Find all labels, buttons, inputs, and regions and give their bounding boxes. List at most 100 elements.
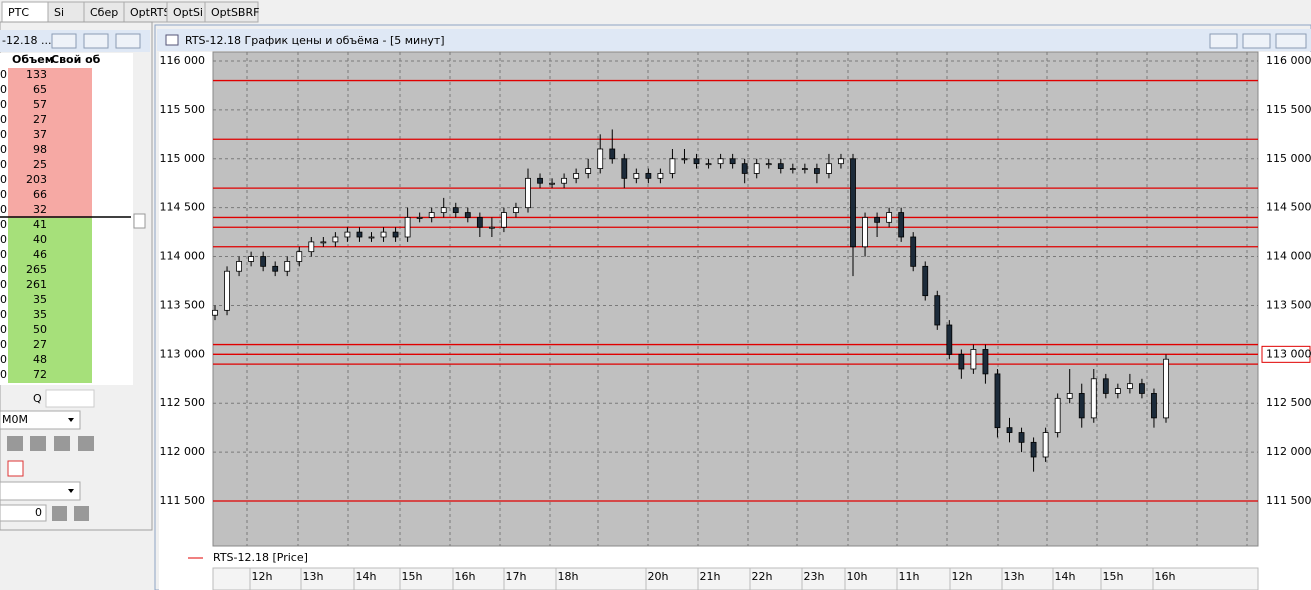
- volume: 133: [26, 68, 47, 81]
- candle-body: [1102, 378, 1109, 394]
- own-volume-cell: [52, 233, 92, 248]
- window-icon: [165, 34, 179, 46]
- own-volume-cell: [52, 323, 92, 338]
- y-tick-label-right: 111 500: [1266, 494, 1311, 507]
- quantity-input[interactable]: [0, 504, 47, 522]
- own-volume-cell: [52, 263, 92, 278]
- time-label: 12h: [252, 570, 273, 583]
- close-button[interactable]: [1275, 33, 1307, 49]
- candle-body: [1090, 378, 1097, 419]
- candle-body: [1066, 393, 1073, 399]
- volume: 35: [33, 308, 47, 321]
- time-label: 21h: [700, 570, 721, 583]
- y-tick-label: 113 500: [160, 298, 206, 311]
- volume-cell: [8, 128, 52, 143]
- scroll-thumb[interactable]: [133, 213, 146, 229]
- tab-label: Si: [54, 6, 64, 19]
- tool-button[interactable]: [7, 436, 23, 451]
- tab-label: OptSBRF: [211, 6, 259, 19]
- y-tick-label: 111 500: [160, 494, 206, 507]
- y-tick-label-right: 114 500: [1266, 201, 1311, 214]
- candle-body: [657, 173, 664, 179]
- candle-body: [368, 236, 375, 239]
- candle-body: [826, 163, 832, 174]
- price-fragment: 0: [0, 113, 7, 126]
- candle-body: [585, 168, 592, 174]
- y-tick-label-right: 112 000: [1266, 445, 1311, 458]
- volume: 37: [33, 128, 47, 141]
- own-volume-cell: [52, 143, 92, 158]
- maximize-button[interactable]: [1242, 33, 1271, 49]
- time-label: 10h: [847, 570, 868, 583]
- candle-body: [958, 353, 965, 370]
- candle-body: [1078, 393, 1085, 419]
- volume: 203: [26, 173, 47, 186]
- candle-body: [862, 217, 868, 248]
- candle-body: [874, 217, 880, 223]
- volume: 27: [33, 113, 47, 126]
- candle-body: [753, 163, 760, 174]
- minimize-button[interactable]: [51, 33, 77, 49]
- volume: 265: [26, 263, 47, 276]
- volume-cell: [8, 98, 52, 113]
- own-volume-cell: [52, 128, 92, 143]
- candle-body: [308, 241, 315, 253]
- candle-body: [922, 265, 929, 297]
- own-volume-cell: [52, 353, 92, 368]
- time-label: 13h: [303, 570, 324, 583]
- y-tick-label: 116 000: [160, 54, 206, 67]
- candle-body: [597, 148, 604, 169]
- minimize-button[interactable]: [1209, 33, 1238, 49]
- tab[interactable]: [204, 1, 259, 23]
- own-volume-cell: [52, 308, 92, 323]
- price-fragment: 0: [0, 188, 7, 201]
- price-fragment: 0: [0, 293, 7, 306]
- cancel-button[interactable]: [7, 460, 24, 477]
- y-tick-label-right: 114 000: [1266, 250, 1311, 263]
- dropdown-arrow: [68, 418, 74, 422]
- time-label: 16h: [455, 570, 476, 583]
- tool-button[interactable]: [30, 436, 46, 451]
- volume: 40: [33, 233, 47, 246]
- close-button[interactable]: [115, 33, 141, 49]
- spin-button[interactable]: [52, 506, 67, 521]
- mode-select[interactable]: [0, 481, 81, 501]
- own-volume-cell: [52, 173, 92, 188]
- time-label: 13h: [1004, 570, 1025, 583]
- candle-body: [537, 177, 543, 184]
- volume-cell: [8, 263, 52, 278]
- tool-button[interactable]: [78, 436, 94, 451]
- filter-input[interactable]: [45, 389, 95, 408]
- candle-body: [513, 207, 519, 213]
- candle-body: [248, 256, 255, 262]
- candle-body: [838, 158, 844, 165]
- candle-body: [910, 236, 917, 267]
- candle-body: [464, 212, 471, 218]
- candle-body: [801, 168, 808, 170]
- candle-body: [789, 168, 796, 170]
- own-volume-cell: [52, 218, 92, 233]
- maximize-button[interactable]: [83, 33, 109, 49]
- own-volume-cell: [52, 68, 92, 83]
- y-tick-label-right: 115 500: [1266, 103, 1311, 116]
- account-select[interactable]: [0, 410, 81, 430]
- candle-body: [356, 231, 363, 238]
- volume-cell: [8, 233, 52, 248]
- candle-body: [224, 270, 230, 311]
- candle-body: [573, 173, 580, 179]
- candle-body: [621, 158, 628, 179]
- volume-cell: [8, 218, 52, 233]
- candle-body: [212, 309, 218, 316]
- volume: 261: [26, 278, 47, 291]
- time-label: 17h: [506, 570, 527, 583]
- candle-body: [380, 231, 387, 238]
- tab-label: OptSi: [173, 6, 203, 19]
- spin-button[interactable]: [74, 506, 89, 521]
- candle-body: [681, 158, 688, 161]
- volume-cell: [8, 248, 52, 263]
- own-volume-cell: [52, 188, 92, 203]
- candle-body: [1114, 388, 1121, 394]
- tool-button[interactable]: [54, 436, 70, 451]
- candle-body: [1151, 393, 1157, 419]
- candle-body: [934, 295, 941, 326]
